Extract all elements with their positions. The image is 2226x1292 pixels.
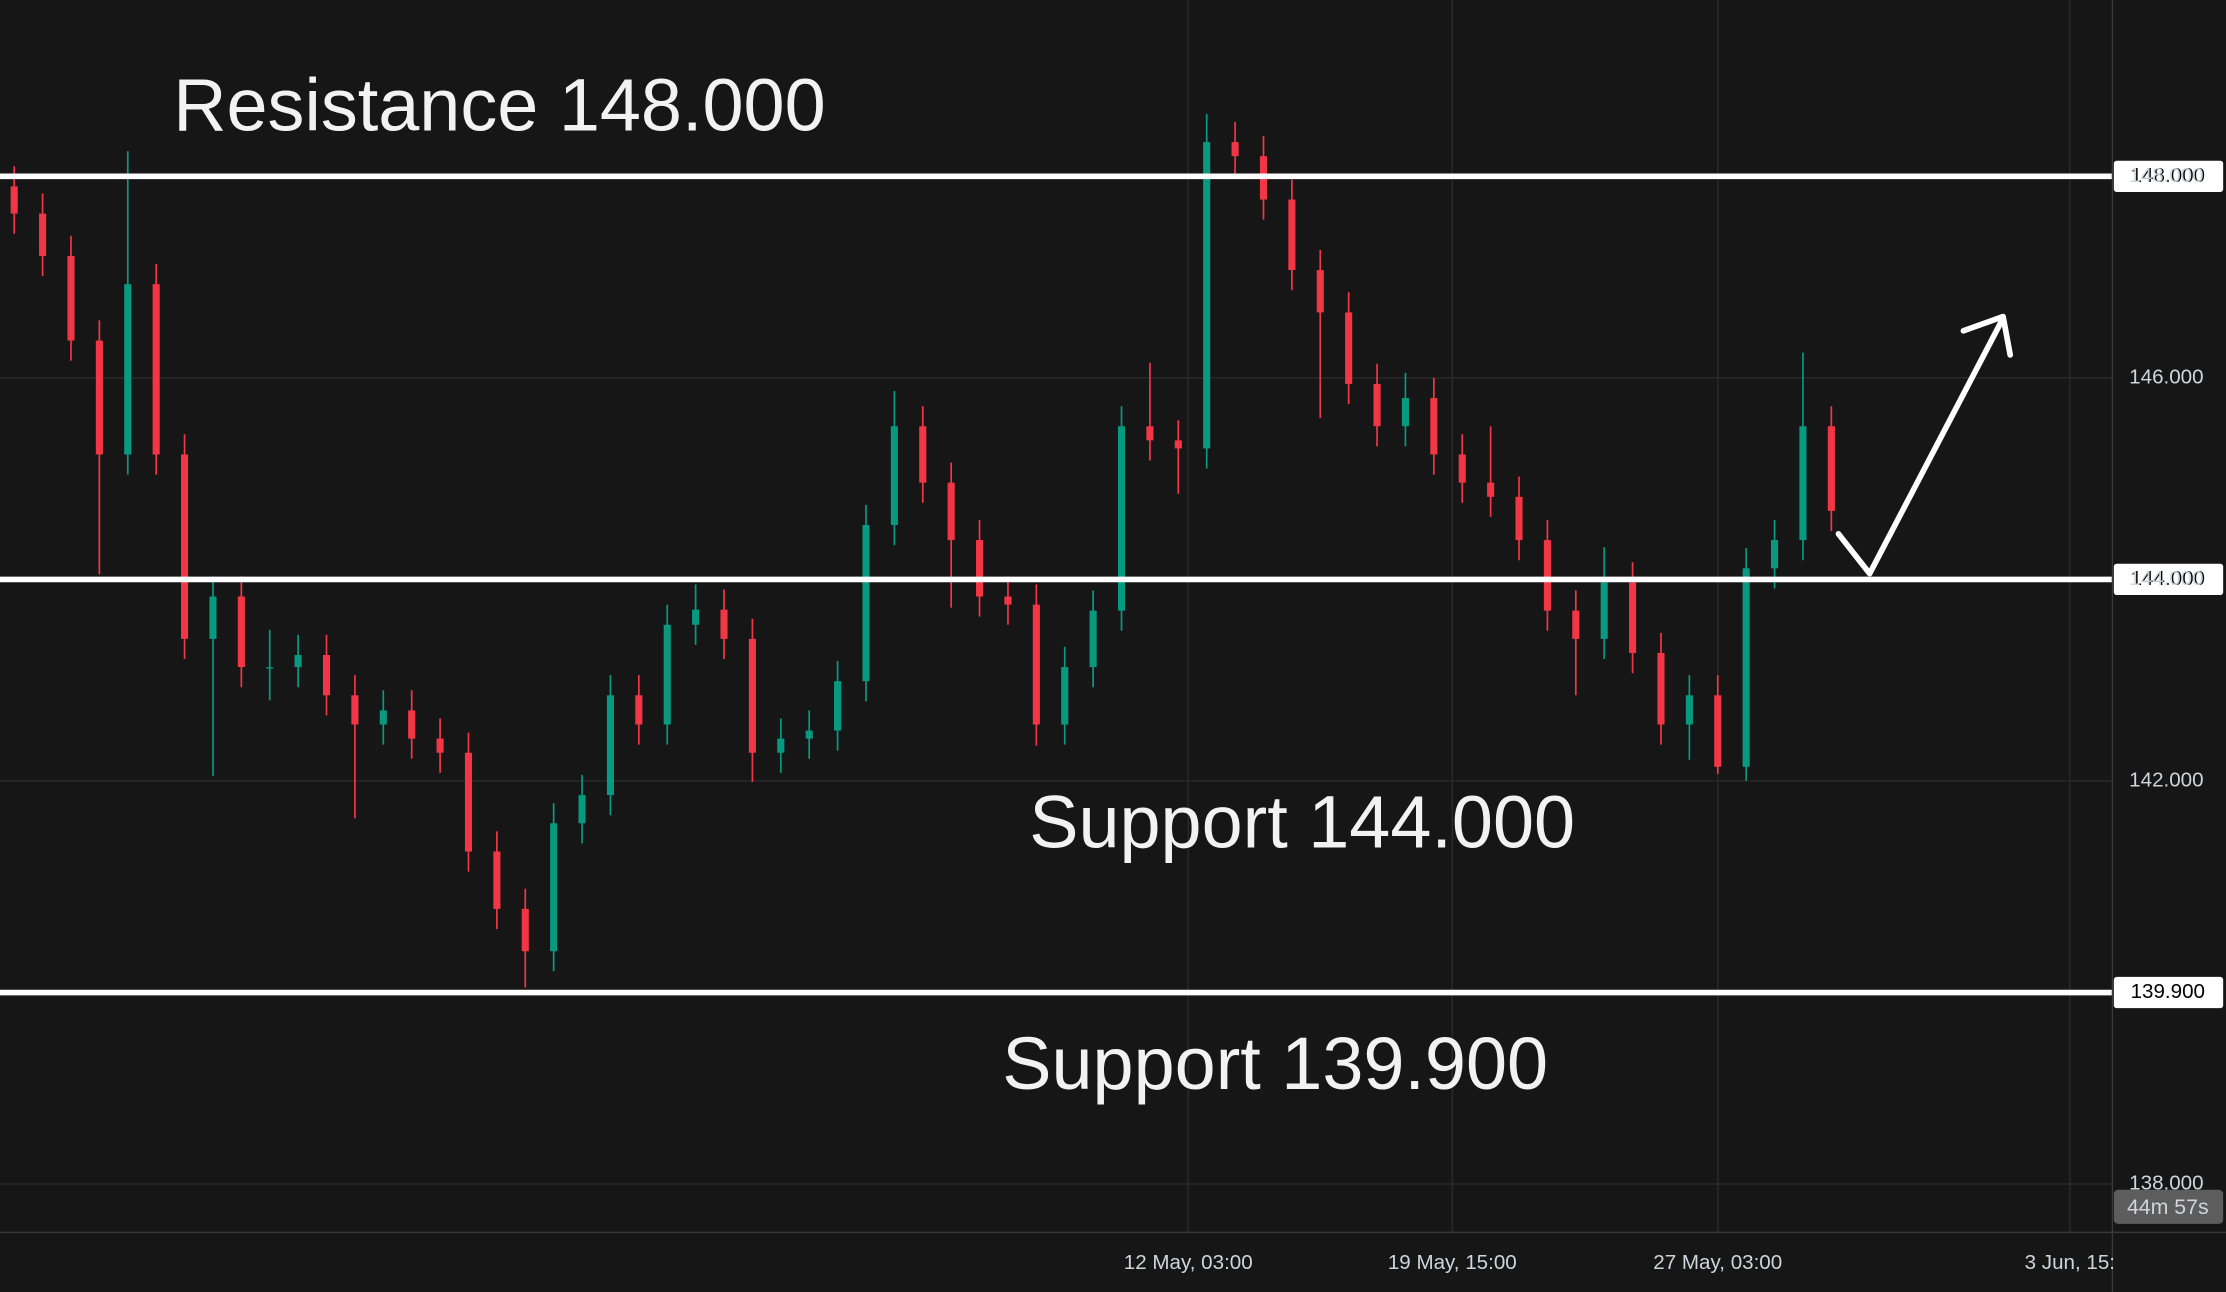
candle-body: [351, 695, 359, 725]
y-tick-label: 138.000: [2129, 1171, 2203, 1194]
candle-body: [578, 795, 586, 824]
y-tick-label: 148.000: [2129, 164, 2203, 187]
candle-body: [890, 426, 898, 525]
candle-body: [777, 738, 785, 753]
level-label-box: [2113, 563, 2224, 596]
candle-body: [152, 284, 160, 455]
candle-body: [1742, 568, 1750, 767]
candle-body: [1543, 540, 1551, 611]
countdown: 44m 57s: [2127, 1195, 2209, 1219]
x-tick-label: 3 Jun, 15:: [2025, 1251, 2115, 1274]
candle-body: [39, 213, 47, 256]
candle-body: [748, 638, 756, 753]
candle-body: [1146, 426, 1154, 441]
candle-body: [1089, 610, 1097, 668]
candle-body: [1771, 540, 1779, 569]
candle-body: [1799, 426, 1807, 541]
y-tick-label: 144.000: [2129, 567, 2203, 590]
candle-body: [550, 823, 558, 952]
candle-body: [10, 186, 18, 214]
y-tick-label: 142.000: [2129, 768, 2203, 791]
candle-body: [1487, 482, 1495, 497]
forecast-arrow: [1835, 313, 2014, 577]
arrow-path: [1835, 318, 2005, 577]
candle-body: [1032, 604, 1040, 725]
annotations: Resistance 148.000 Support 144.000 Support…: [173, 64, 1575, 1105]
annotation: Resistance 148.000: [173, 64, 825, 147]
x-tick-label: 19 May, 15:00: [1388, 1251, 1517, 1274]
axes: 138.000 142.000 144.000 146.000 148.000 12 Ma…: [1124, 164, 2204, 1274]
level-label: 148.000: [2131, 164, 2205, 187]
candle-body: [1373, 383, 1381, 427]
candle-body: [1430, 398, 1438, 455]
candle-body: [1288, 199, 1296, 271]
candle-body: [1572, 610, 1580, 639]
candle-body: [1629, 582, 1637, 653]
candle-body: [124, 284, 132, 455]
candle-body: [1600, 582, 1608, 639]
x-tick-label: 12 May, 03:00: [1124, 1251, 1253, 1274]
candle-body: [692, 609, 700, 625]
candle-body: [436, 738, 444, 753]
candle-body: [1174, 440, 1182, 449]
candle-body: [1061, 667, 1069, 725]
candle-body: [1345, 312, 1353, 384]
candle-body: [408, 710, 416, 739]
candle-body: [606, 695, 614, 796]
candle-body: [1231, 142, 1239, 157]
candle-body: [322, 654, 331, 696]
candle-body: [1203, 142, 1211, 449]
candle-body: [209, 596, 217, 639]
candle-body: [1117, 426, 1126, 611]
candle-body: [67, 255, 75, 341]
candles: [10, 113, 1835, 988]
candle-body: [181, 454, 189, 639]
candle-body: [1657, 652, 1665, 725]
level-label: 144.000: [2131, 567, 2205, 590]
candle-body: [1714, 695, 1722, 767]
candle-body: [464, 752, 473, 852]
candle-body: [294, 654, 302, 668]
y-tick-label: 146.000: [2129, 365, 2203, 388]
countdown-badge: [2113, 1189, 2224, 1224]
candle-body: [663, 624, 671, 725]
candle-body: [635, 695, 643, 725]
levels: 148.000 144.000 139.900: [0, 160, 2224, 1009]
candle-body: [834, 681, 842, 731]
candle-body: [521, 908, 529, 952]
arrow-head: [1960, 313, 2014, 358]
candle-body: [1458, 454, 1466, 483]
candle-body: [1004, 596, 1012, 605]
candle-body: [947, 482, 955, 541]
candle-body: [919, 426, 927, 483]
candle-body: [1316, 270, 1324, 313]
candle-body: [1685, 695, 1693, 725]
x-tick-label: 27 May, 03:00: [1653, 1251, 1782, 1274]
candle-body: [237, 596, 245, 668]
candle-body: [493, 851, 501, 909]
level-label: 139.900: [2131, 980, 2205, 1003]
candle-body: [976, 540, 984, 597]
candle-body: [1827, 426, 1835, 511]
level-label-box: [2113, 976, 2224, 1009]
level-label-box: [2113, 160, 2224, 192]
candle-body: [95, 340, 103, 455]
candle-body: [862, 524, 870, 682]
candle-body: [379, 710, 387, 725]
candle-body: [720, 609, 728, 639]
candle-body: [1515, 496, 1523, 541]
annotation: Support 139.900: [1002, 1022, 1548, 1105]
candle-body: [1401, 398, 1409, 427]
candle-body: [266, 667, 274, 669]
candle-body: [805, 730, 813, 739]
annotation: Support 144.000: [1029, 781, 1575, 864]
